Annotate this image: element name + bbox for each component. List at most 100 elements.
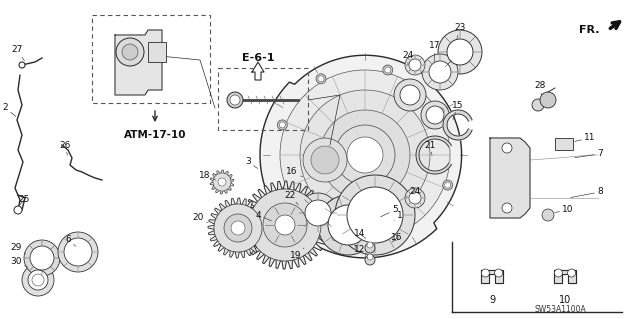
- Text: 15: 15: [452, 100, 464, 119]
- Circle shape: [305, 200, 331, 226]
- Text: 30: 30: [10, 257, 28, 267]
- Circle shape: [318, 76, 324, 82]
- Circle shape: [298, 193, 338, 233]
- Circle shape: [443, 180, 452, 190]
- Circle shape: [438, 30, 482, 74]
- Polygon shape: [241, 181, 329, 269]
- Polygon shape: [115, 30, 162, 95]
- Text: 20: 20: [192, 213, 207, 223]
- Circle shape: [502, 203, 512, 213]
- Circle shape: [542, 209, 554, 221]
- Circle shape: [275, 215, 295, 235]
- Text: 4: 4: [255, 211, 271, 221]
- Polygon shape: [490, 138, 530, 218]
- Circle shape: [365, 243, 375, 253]
- Polygon shape: [252, 62, 264, 80]
- Text: 16: 16: [286, 167, 303, 177]
- Circle shape: [263, 203, 307, 247]
- Circle shape: [231, 221, 245, 235]
- Circle shape: [436, 106, 446, 116]
- Circle shape: [390, 233, 400, 243]
- Polygon shape: [260, 55, 461, 258]
- Circle shape: [532, 99, 544, 111]
- Circle shape: [367, 242, 373, 248]
- Circle shape: [280, 187, 291, 197]
- Circle shape: [303, 138, 347, 182]
- Circle shape: [383, 65, 393, 75]
- Text: 22: 22: [284, 190, 298, 205]
- Text: 26: 26: [60, 140, 70, 155]
- Circle shape: [335, 175, 415, 255]
- Bar: [555, 138, 573, 150]
- Circle shape: [445, 182, 451, 188]
- Bar: [148, 42, 166, 62]
- Circle shape: [409, 192, 421, 204]
- Circle shape: [28, 270, 48, 290]
- Text: 7: 7: [575, 150, 603, 159]
- Text: 25: 25: [19, 196, 29, 205]
- Bar: [218, 68, 308, 130]
- Text: 14: 14: [355, 229, 366, 239]
- Circle shape: [332, 235, 338, 241]
- Polygon shape: [554, 270, 576, 283]
- Polygon shape: [210, 170, 234, 194]
- Polygon shape: [443, 110, 472, 140]
- Circle shape: [502, 143, 512, 153]
- Circle shape: [426, 106, 444, 124]
- Circle shape: [230, 95, 240, 105]
- Circle shape: [280, 70, 450, 240]
- Circle shape: [14, 206, 22, 214]
- Text: 12: 12: [355, 246, 368, 258]
- Circle shape: [447, 39, 473, 65]
- Circle shape: [421, 101, 449, 129]
- Circle shape: [316, 74, 326, 84]
- Circle shape: [224, 214, 252, 242]
- Text: FR.: FR.: [579, 25, 600, 35]
- Circle shape: [405, 55, 425, 75]
- Circle shape: [335, 125, 395, 185]
- Circle shape: [282, 189, 288, 195]
- Text: 28: 28: [534, 81, 546, 95]
- Text: 29: 29: [10, 243, 26, 254]
- Text: 2: 2: [2, 103, 16, 116]
- Circle shape: [481, 269, 490, 277]
- Circle shape: [347, 137, 383, 173]
- Circle shape: [422, 54, 458, 90]
- Polygon shape: [481, 270, 503, 283]
- Circle shape: [328, 205, 368, 245]
- Circle shape: [32, 274, 44, 286]
- Bar: [92, 15, 210, 103]
- Text: 27: 27: [12, 46, 24, 61]
- Circle shape: [58, 232, 98, 272]
- Text: 23: 23: [454, 24, 466, 39]
- Polygon shape: [208, 198, 268, 258]
- Circle shape: [318, 195, 378, 255]
- Circle shape: [568, 269, 575, 277]
- Circle shape: [22, 264, 54, 296]
- Circle shape: [429, 61, 451, 83]
- Text: 16: 16: [391, 234, 403, 242]
- Text: 5: 5: [381, 205, 398, 217]
- Polygon shape: [416, 136, 451, 174]
- Circle shape: [30, 246, 54, 270]
- Text: 24: 24: [410, 188, 420, 199]
- Circle shape: [392, 235, 398, 241]
- Circle shape: [311, 146, 339, 174]
- Circle shape: [540, 92, 556, 108]
- Circle shape: [213, 173, 231, 191]
- Text: 11: 11: [575, 133, 596, 143]
- Circle shape: [405, 188, 425, 208]
- Circle shape: [64, 238, 92, 266]
- Circle shape: [365, 255, 375, 265]
- Circle shape: [330, 233, 340, 243]
- Circle shape: [394, 79, 426, 111]
- Circle shape: [554, 269, 563, 277]
- Circle shape: [385, 67, 391, 73]
- Circle shape: [409, 59, 421, 71]
- Circle shape: [277, 120, 287, 130]
- Text: E-6-1: E-6-1: [242, 53, 275, 63]
- Circle shape: [227, 92, 243, 108]
- Circle shape: [24, 240, 60, 276]
- Circle shape: [19, 62, 25, 68]
- Text: 21: 21: [424, 140, 436, 155]
